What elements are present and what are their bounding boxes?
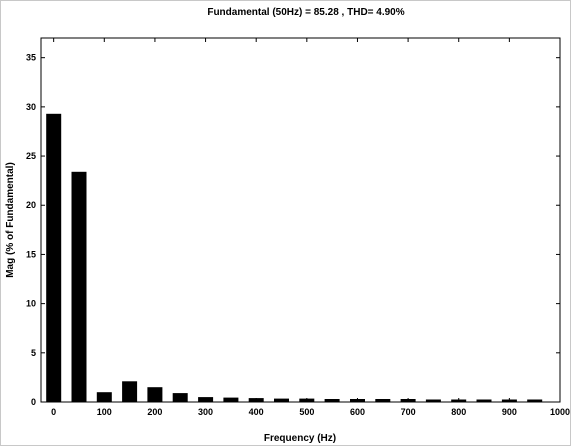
x-tick-label: 400: [249, 407, 264, 417]
y-tick-label: 0: [31, 397, 36, 407]
bar-350hz: [223, 397, 239, 402]
bar-850hz: [476, 399, 492, 402]
chart-title: Fundamental (50Hz) = 85.28 , THD= 4.90%: [207, 7, 404, 18]
x-tick-label: 800: [451, 407, 466, 417]
y-axis-label: Mag (% of Fundamental): [5, 162, 16, 278]
x-axis-label: Frequency (Hz): [264, 433, 336, 444]
bar-100hz: [96, 392, 112, 402]
bar-450hz: [274, 398, 289, 402]
bars-group: [46, 113, 543, 403]
axis-ticks-group: 0 100 200 300 400 500 600 700 800 900 1000 0 5 10 15 20…: [26, 38, 570, 417]
x-tick-label: 700: [401, 407, 416, 417]
y-tick-label: 10: [26, 299, 36, 309]
x-tick-label: 300: [198, 407, 213, 417]
x-tick-label: 0: [51, 407, 56, 417]
y-tick-label: 20: [26, 200, 36, 210]
bar-0hz: [46, 113, 62, 403]
bar-950hz: [527, 399, 543, 402]
y-tick-label: 30: [26, 102, 36, 112]
x-tick-label: 600: [350, 407, 365, 417]
x-tick-label: 1000: [550, 407, 570, 417]
bar-550hz: [324, 399, 340, 402]
bar-650hz: [375, 399, 391, 402]
y-tick-label: 15: [26, 249, 36, 259]
y-tick-label: 5: [31, 348, 36, 358]
x-tick-label: 900: [502, 407, 517, 417]
bar-750hz: [425, 399, 441, 402]
y-tick-label: 35: [26, 53, 36, 63]
x-tick-label: 500: [299, 407, 314, 417]
x-tick-label: 100: [97, 407, 112, 417]
bar-250hz: [172, 393, 188, 402]
plot-area: [40, 37, 561, 403]
y-tick-label: 25: [26, 151, 36, 161]
x-tick-label: 200: [147, 407, 162, 417]
bar-200hz: [147, 387, 163, 402]
bar-150hz: [122, 381, 138, 402]
bar-50hz: [71, 171, 87, 402]
